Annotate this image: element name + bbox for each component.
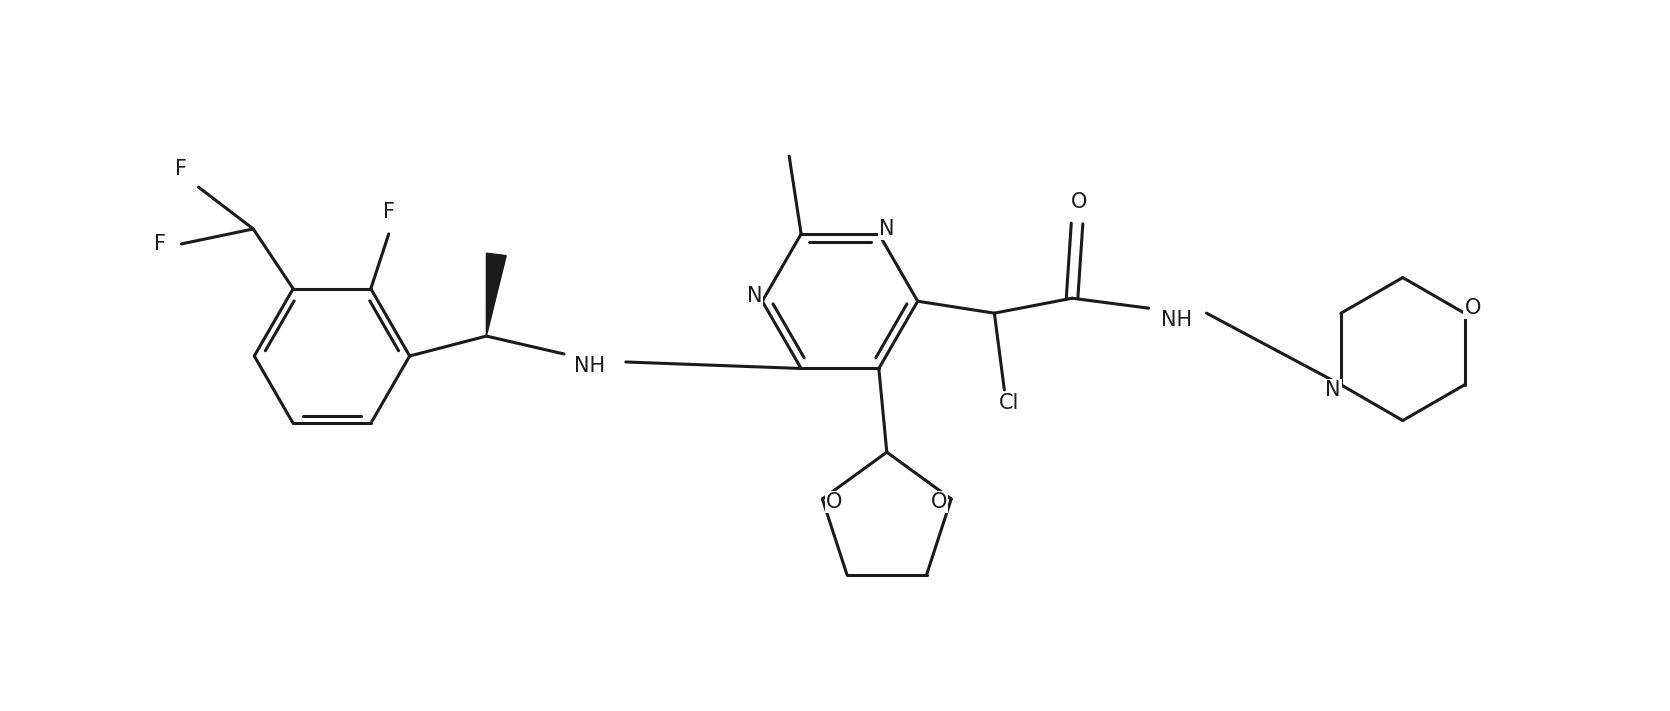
- Text: Cl: Cl: [999, 392, 1019, 413]
- Text: F: F: [175, 159, 187, 179]
- Text: O: O: [827, 492, 843, 512]
- Text: O: O: [1465, 299, 1481, 319]
- Text: O: O: [1070, 191, 1087, 212]
- Text: N: N: [878, 219, 895, 239]
- Text: NH: NH: [574, 356, 605, 376]
- Text: F: F: [382, 202, 394, 222]
- Text: NH: NH: [1161, 310, 1192, 330]
- Text: F: F: [154, 234, 165, 254]
- Text: O: O: [932, 492, 947, 512]
- Polygon shape: [486, 253, 506, 336]
- Text: N: N: [1326, 380, 1341, 400]
- Text: N: N: [746, 287, 762, 306]
